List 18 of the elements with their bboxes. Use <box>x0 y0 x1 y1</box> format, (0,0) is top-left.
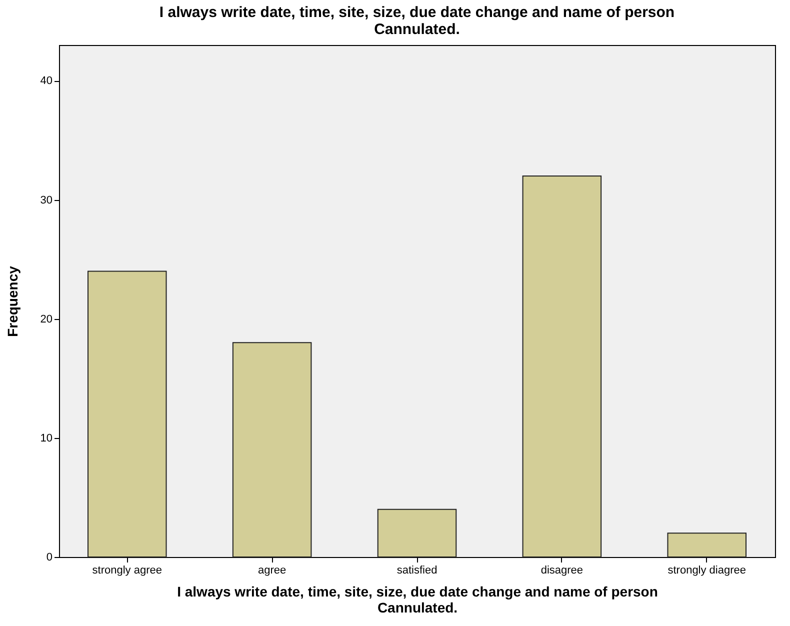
bar <box>522 175 602 558</box>
bar <box>232 342 312 558</box>
chart-title: I always write date, time, site, size, due date change and name of person Cannulated. <box>159 4 675 38</box>
x-tick-label: satisfied <box>396 564 438 576</box>
x-tick-label: strongly diagree <box>668 564 746 576</box>
bar <box>667 532 747 558</box>
y-tick-label: 40 <box>40 75 52 88</box>
y-tick-label: 20 <box>40 313 52 326</box>
x-tick-label: agree <box>258 564 286 576</box>
y-tick-label: 30 <box>40 194 52 206</box>
x-tick-label: strongly agree <box>92 564 162 576</box>
y-tick-label: 10 <box>40 432 52 444</box>
bar <box>377 508 457 558</box>
x-axis-title: I always write date, time, site, size, due date change and name of person Cannulated. <box>177 584 658 616</box>
x-tick-label: disagree <box>540 564 584 576</box>
bar <box>87 270 167 558</box>
y-tick-label: 0 <box>46 552 52 564</box>
y-axis-title: Frequency <box>4 266 20 337</box>
